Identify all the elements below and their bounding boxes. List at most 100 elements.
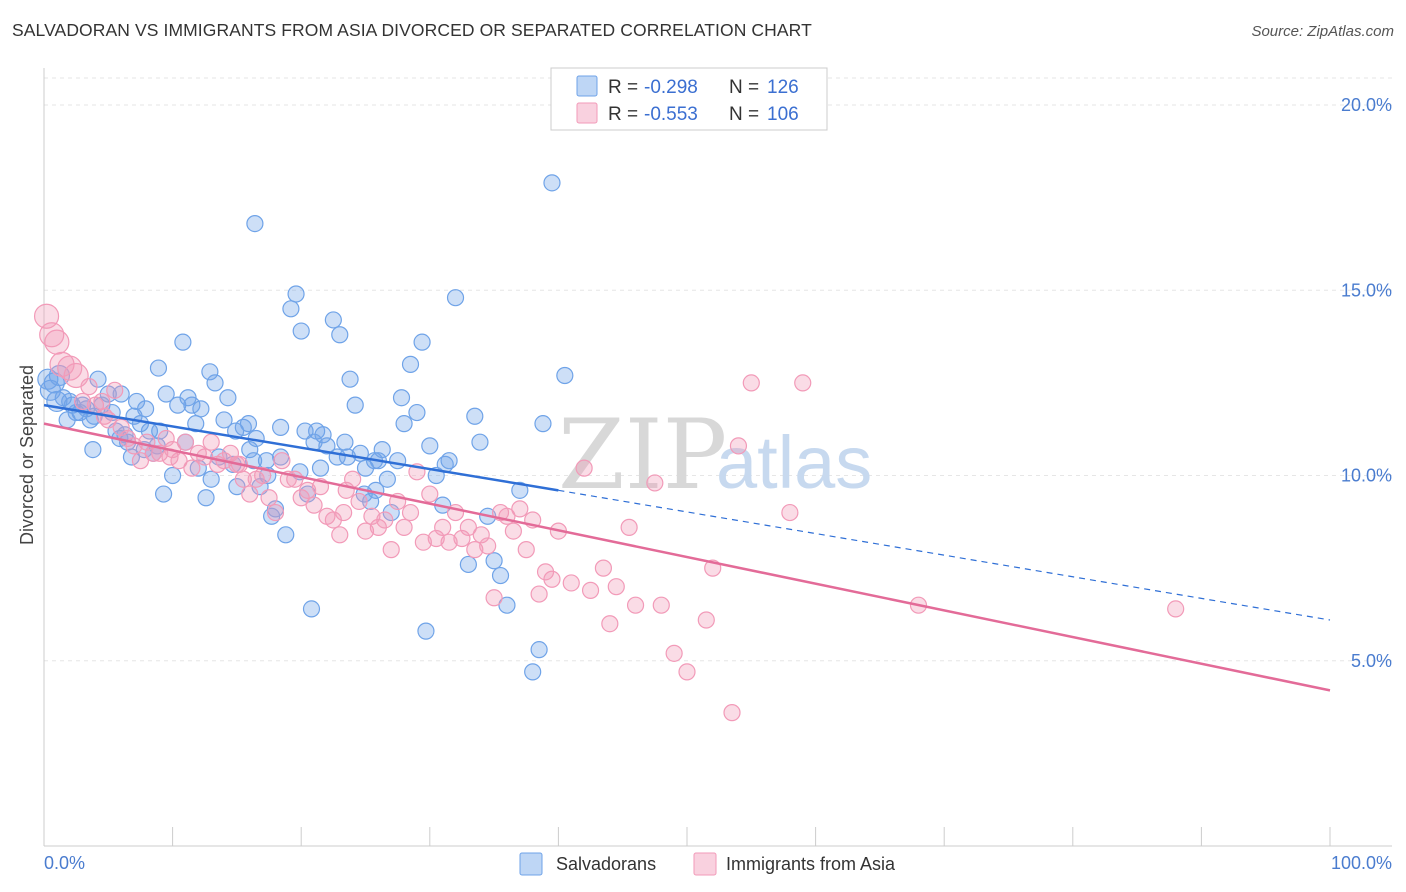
salvadorans-point-121 [485, 552, 503, 570]
immigrants-asia-point-85 [601, 615, 619, 633]
salvadorans-point-83 [446, 289, 465, 307]
immigrants-asia-point-62 [434, 518, 452, 536]
immigrants-asia-point-69 [479, 537, 497, 555]
immigrants-asia-point-48 [344, 470, 362, 488]
legend-n-label-1: N = [729, 77, 759, 98]
immigrants-asia-point-59 [414, 533, 432, 551]
immigrants-asia-point-7 [80, 378, 98, 396]
immigrants-asia-point-91 [665, 644, 683, 662]
salvadorans-point-63 [331, 326, 349, 344]
salvadorans-point-35 [183, 396, 201, 414]
salvadorans-point-78 [413, 333, 431, 351]
immigrants-asia-point-93 [697, 611, 715, 629]
immigrants-asia-point-60 [421, 485, 439, 503]
immigrants-asia-point-22 [176, 433, 195, 451]
salvadorans-point-55 [282, 300, 300, 318]
legend-n-value-2: 106 [767, 104, 799, 125]
x-axis [43, 827, 1392, 847]
immigrants-asia-point-32 [241, 485, 259, 503]
legend-bottom: Salvadorans Immigrants from Asia [519, 852, 896, 876]
immigrants-asia-point-56 [395, 518, 413, 536]
salvadorans-point-42 [215, 411, 233, 429]
salvadorans-point-30 [157, 385, 175, 403]
y-tick-label-5: 5.0% [1351, 651, 1392, 671]
x-tick-label-min: 0.0% [44, 853, 85, 873]
immigrants-asia-point-6 [73, 392, 92, 411]
y-tick-labels: 5.0% 10.0% 15.0% 20.0% [1341, 95, 1392, 671]
salvadorans-point-38 [197, 489, 215, 507]
immigrants-asia-point-2 [44, 329, 70, 355]
immigrants-asia-point-92 [678, 663, 696, 681]
legend-swatch-pink [576, 102, 598, 124]
trend-line-immigrants-asia [43, 422, 1331, 692]
immigrants-asia-point-79 [543, 570, 561, 588]
salvadorans-point-72 [378, 470, 396, 488]
immigrants-asia-point-70 [485, 589, 503, 607]
immigrants-asia-point-54 [382, 541, 400, 559]
immigrants-asia-point-9 [93, 392, 111, 411]
salvadorans-point-100 [84, 440, 102, 459]
immigrants-asia-point-105 [335, 503, 353, 522]
salvadorans-point-95 [246, 215, 264, 233]
immigrants-asia-point-1 [39, 322, 65, 348]
salvadorans-point-91 [530, 641, 548, 659]
salvadorans-point-62 [324, 311, 342, 329]
legend-n-label-2: N = [729, 104, 759, 125]
legend-top: R = -0.298 N = 126 R = -0.553 N = 106 [550, 67, 828, 131]
immigrants-asia-point-37 [273, 452, 291, 470]
salvadorans-point-60 [311, 459, 330, 477]
salvadorans-point-110 [239, 415, 258, 433]
salvadorans-point-104 [149, 359, 168, 377]
salvadorans-point-103 [136, 400, 155, 418]
salvadorans-point-53 [272, 418, 290, 436]
salvadorans-point-93 [543, 174, 561, 192]
immigrants-asia-point-90 [652, 596, 670, 614]
salvadorans-point-54 [277, 526, 295, 544]
salvadorans-point-120 [471, 433, 489, 451]
immigrants-asia-point-98 [781, 503, 799, 522]
legend-r-value-2: -0.553 [644, 104, 698, 125]
immigrants-asia-point-96 [729, 437, 748, 455]
salvadorans-point-92 [534, 415, 552, 433]
legend-bottom-swatch-salvadorans [519, 852, 543, 876]
salvadorans-point-65 [341, 370, 359, 388]
salvadorans-point-85 [466, 407, 484, 425]
source-label: Source: ZipAtlas.com [1251, 23, 1394, 40]
salvadorans-point-43 [219, 389, 237, 407]
legend-bottom-label-salvadorans: Salvadorans [556, 854, 656, 874]
immigrants-asia-point-36 [266, 503, 285, 522]
chart-title: SALVADORAN VS IMMIGRANTS FROM ASIA DIVOR… [12, 20, 812, 40]
immigrants-asia-point-101 [1167, 600, 1185, 618]
immigrants-asia-point-63 [440, 533, 458, 551]
immigrants-asia-point-26 [202, 433, 220, 451]
immigrants-asia-point-73 [504, 522, 522, 540]
salvadorans-point-108 [202, 470, 220, 488]
immigrants-asia-point-95 [723, 704, 741, 722]
immigrants-asia-point-99 [794, 374, 812, 392]
legend-r-label-1: R = [608, 77, 638, 98]
salvadorans-point-66 [346, 396, 364, 414]
immigrants-asia-point-74 [511, 500, 529, 518]
salvadorans-point-4 [48, 364, 71, 387]
salvadorans-point-31 [164, 466, 182, 485]
immigrants-asia-point-77 [530, 585, 548, 603]
immigrants-asia-point-35 [260, 489, 278, 507]
immigrants-asia-point-66 [459, 518, 477, 536]
salvadorans-point-114 [302, 600, 321, 618]
salvadorans-point-118 [392, 389, 411, 407]
immigrants-asia-point-46 [331, 526, 349, 544]
y-axis-label: Divorced or Separated [17, 365, 37, 545]
salvadorans-point-39 [201, 363, 219, 381]
salvadorans-point-122 [417, 622, 435, 640]
salvadorans-point-124 [308, 422, 326, 440]
immigrants-asia-point-57 [401, 503, 420, 522]
salvadorans-point-88 [498, 596, 516, 614]
series-immigrants-asia-points [33, 303, 1185, 722]
immigrants-asia-point-86 [607, 578, 625, 596]
trend-line-salvadorans-extension [558, 489, 1331, 621]
immigrants-asia-point-41 [299, 481, 317, 499]
salvadorans-point-79 [421, 437, 439, 455]
salvadorans-point-74 [389, 452, 407, 470]
salvadorans-point-94 [556, 366, 574, 385]
